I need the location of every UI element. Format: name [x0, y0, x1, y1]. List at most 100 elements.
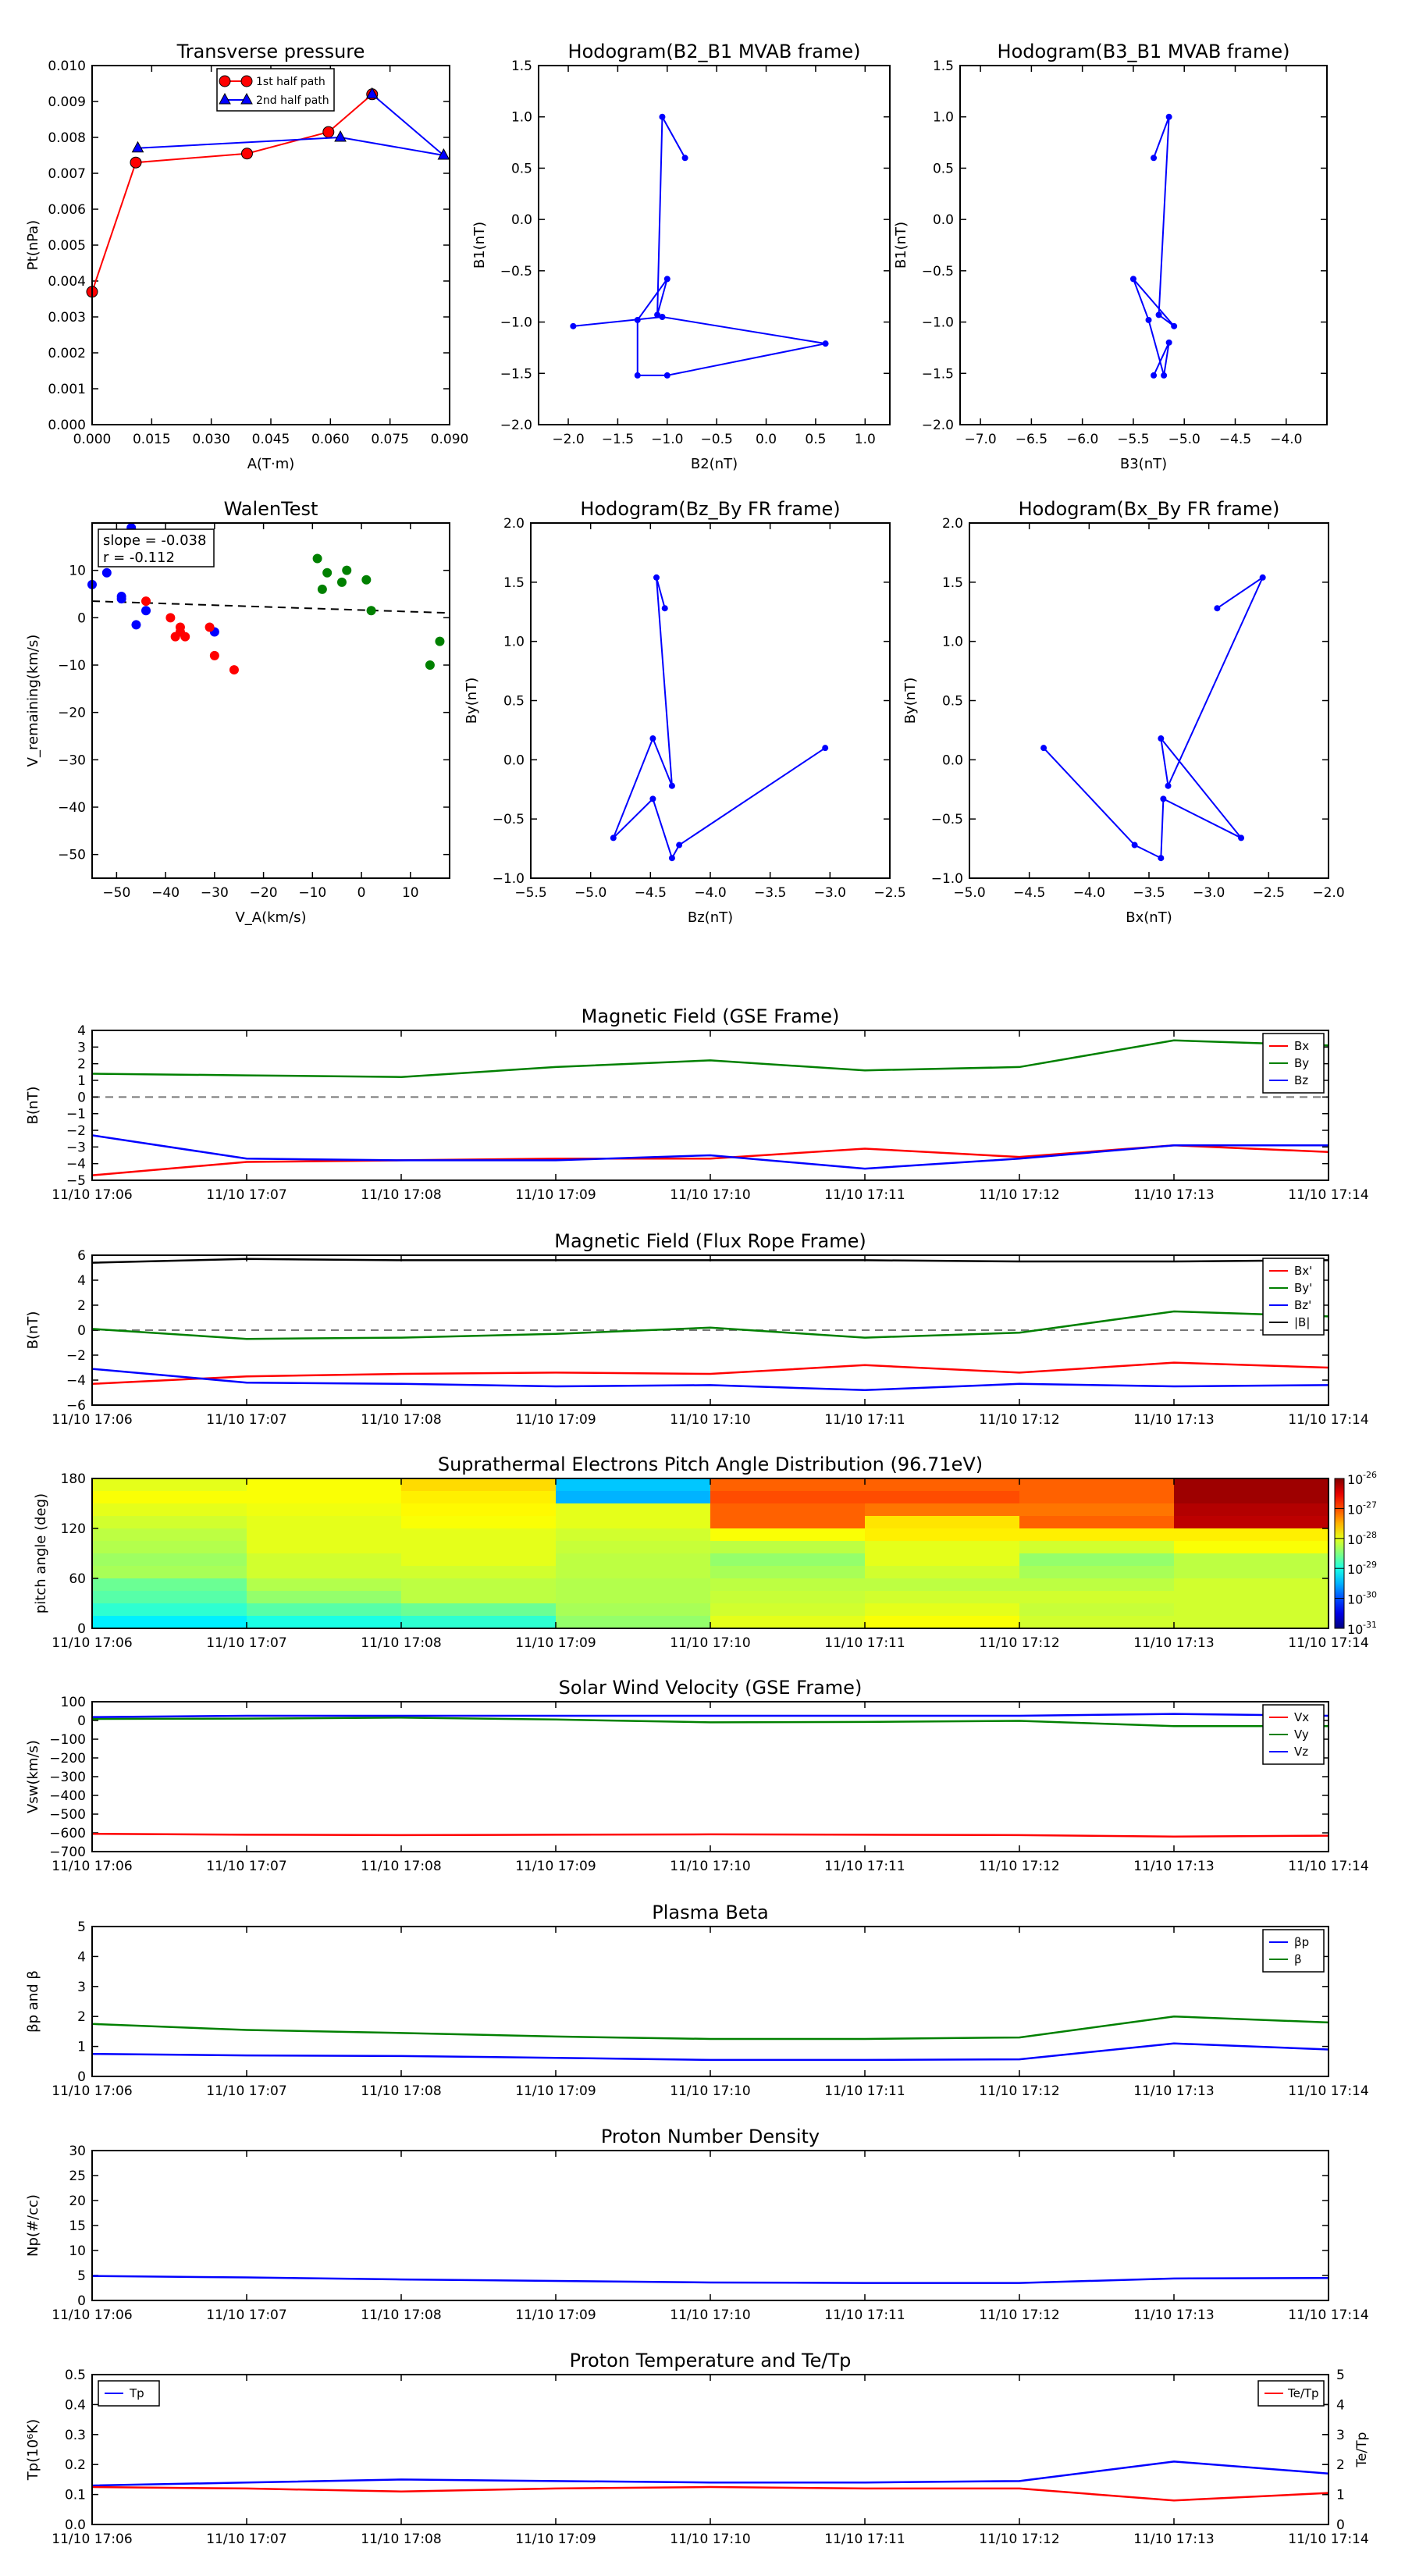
plot-frame [91, 1254, 1329, 1406]
series-0 [1040, 574, 1266, 862]
data-point [1214, 605, 1221, 612]
colorbar-exponent: -30 [1363, 1590, 1377, 1600]
x-tick-label: 11/10 17:13 [1133, 1859, 1214, 1874]
x-tick-label: −3.5 [754, 885, 786, 901]
data-point [1151, 155, 1158, 162]
heatmap-cell [247, 1553, 402, 1567]
data-point [312, 553, 322, 564]
x-tick-label: 0 [357, 885, 366, 901]
data-point [336, 577, 347, 587]
y-tick-label-right: 2 [1336, 2457, 1345, 2473]
heatmap-cell [1174, 1578, 1329, 1592]
y-axis-label-right: Te/Tp [1354, 2432, 1370, 2468]
heatmap-cell [865, 1591, 1020, 1604]
data-point [101, 568, 112, 578]
x-axis-label: Bx(nT) [1126, 909, 1172, 926]
data-point [317, 584, 327, 594]
x-tick-label: 11/10 17:14 [1288, 1412, 1368, 1428]
plot-frame [91, 65, 450, 425]
chart-hodogram-b3-b1: −7.0 −6.5 −6.0 −5.5 −5.0 −4.5 −4.0 −2.0 −1.5 −1.0… [893, 41, 1328, 472]
y-tick-label: 0.0 [511, 212, 532, 228]
heatmap-cell [247, 1566, 402, 1579]
chart-sw-velocity: 11/10 17:06 11/10 17:07 11/10 17:08 11/10 1… [25, 1677, 1369, 1874]
y-tick-label: 2 [77, 1298, 86, 1314]
data-point [1161, 372, 1168, 379]
y-tick-label: −50 [58, 848, 86, 863]
x-tick-label: 11/10 17:09 [515, 2083, 596, 2099]
data-point [131, 141, 144, 153]
x-tick-label: 11/10 17:08 [361, 1412, 441, 1428]
y-tick-label: 0.001 [48, 382, 86, 397]
y-tick-label: −3 [66, 1140, 86, 1155]
plot-frame [959, 65, 1328, 425]
heatmap-cell [710, 1491, 866, 1504]
heatmap-cell [710, 1578, 866, 1592]
plot-background [92, 2375, 1329, 2524]
chart-mag-gse: 11/10 17:06 11/10 17:07 11/10 17:08 11/10 1… [25, 1005, 1369, 1203]
heatmap-cell [710, 1516, 866, 1529]
y-axis-label: B1(nT) [471, 222, 488, 269]
data-point [1165, 339, 1172, 346]
x-tick-label: 11/10 17:08 [361, 1859, 441, 1874]
heatmap-cell [1019, 1578, 1175, 1592]
x-tick-label: −4.5 [1219, 432, 1251, 447]
annotation-text: r = -0.112 [103, 550, 175, 566]
y-axis-label: By(nT) [464, 678, 480, 724]
chart-hodogram-bz-by: −5.5 −5.0 −4.5 −4.0 −3.5 −3.0 −2.5 −1.0 −0.5 0.0 0… [464, 498, 906, 926]
data-point [342, 565, 352, 575]
x-tick-label: 11/10 17:13 [1133, 2307, 1214, 2323]
x-tick-label: 11/10 17:14 [1288, 1635, 1368, 1651]
data-point [822, 340, 829, 347]
y-tick-label: 0.0 [942, 753, 963, 768]
heatmap-cell [247, 1616, 402, 1629]
y-tick-label: 0.008 [48, 130, 86, 146]
heatmap-cell [92, 1516, 247, 1529]
heatmap-cell [1174, 1566, 1329, 1579]
data-point [322, 126, 335, 138]
x-tick-label: −50 [102, 885, 130, 901]
heatmap-cell [865, 1603, 1020, 1617]
x-tick-label: 11/10 17:14 [1288, 1859, 1368, 1874]
x-tick-label: −6.0 [1066, 432, 1098, 447]
x-tick-label: 11/10 17:12 [979, 2307, 1059, 2323]
colorbar-label: 10 [1347, 1532, 1363, 1547]
x-tick-label: −2.5 [1253, 885, 1285, 901]
y-tick-label: −5 [66, 1173, 86, 1189]
x-tick-label: 11/10 17:09 [515, 2532, 596, 2547]
y-tick-label: 0.3 [65, 2428, 86, 2443]
series-line [91, 1134, 1329, 1170]
y-tick-label: −200 [49, 1751, 86, 1767]
data-point [1155, 311, 1162, 318]
data-point [361, 575, 372, 585]
x-tick-label: 11/10 17:08 [361, 1635, 441, 1651]
y-tick-label: 0.5 [503, 694, 525, 710]
series-line [91, 2485, 1329, 2502]
y-tick-label: 3 [77, 1040, 86, 1055]
heatmap-cell [1174, 1541, 1329, 1554]
data-point [437, 148, 450, 160]
data-point [240, 148, 253, 160]
data-point [668, 782, 675, 789]
chart-hodogram-bx-by: −5.0 −4.5 −4.0 −3.5 −3.0 −2.5 −2.0 −1.0 −0.5 0.0 0… [902, 498, 1345, 926]
x-tick-label: −4.5 [635, 885, 667, 901]
x-tick-label: 11/10 17:08 [361, 2083, 441, 2099]
series-line [91, 1039, 1329, 1078]
x-tick-label: 11/10 17:09 [515, 1635, 596, 1651]
heatmap-cell [92, 1566, 247, 1579]
series-line [91, 1717, 1329, 1727]
y-tick-label: −700 [49, 1845, 86, 1860]
y-tick-label: −500 [49, 1807, 86, 1823]
x-tick-label: 11/10 17:12 [979, 1187, 1059, 1203]
colorbar-label: 10 [1347, 1472, 1363, 1487]
colorbar-exponent: -29 [1363, 1560, 1377, 1570]
heatmap-cell [865, 1541, 1020, 1554]
data-point [659, 113, 666, 120]
heatmap-cell [865, 1503, 1020, 1517]
x-tick-label: 11/10 17:09 [515, 1187, 596, 1203]
x-tick-label: 11/10 17:07 [206, 1859, 286, 1874]
y-tick-label: −4 [66, 1157, 86, 1172]
data-point [654, 311, 661, 318]
chart-title: Suprathermal Electrons Pitch Angle Distr… [438, 1453, 983, 1475]
heatmap-cell [92, 1541, 247, 1554]
data-point [634, 372, 641, 379]
